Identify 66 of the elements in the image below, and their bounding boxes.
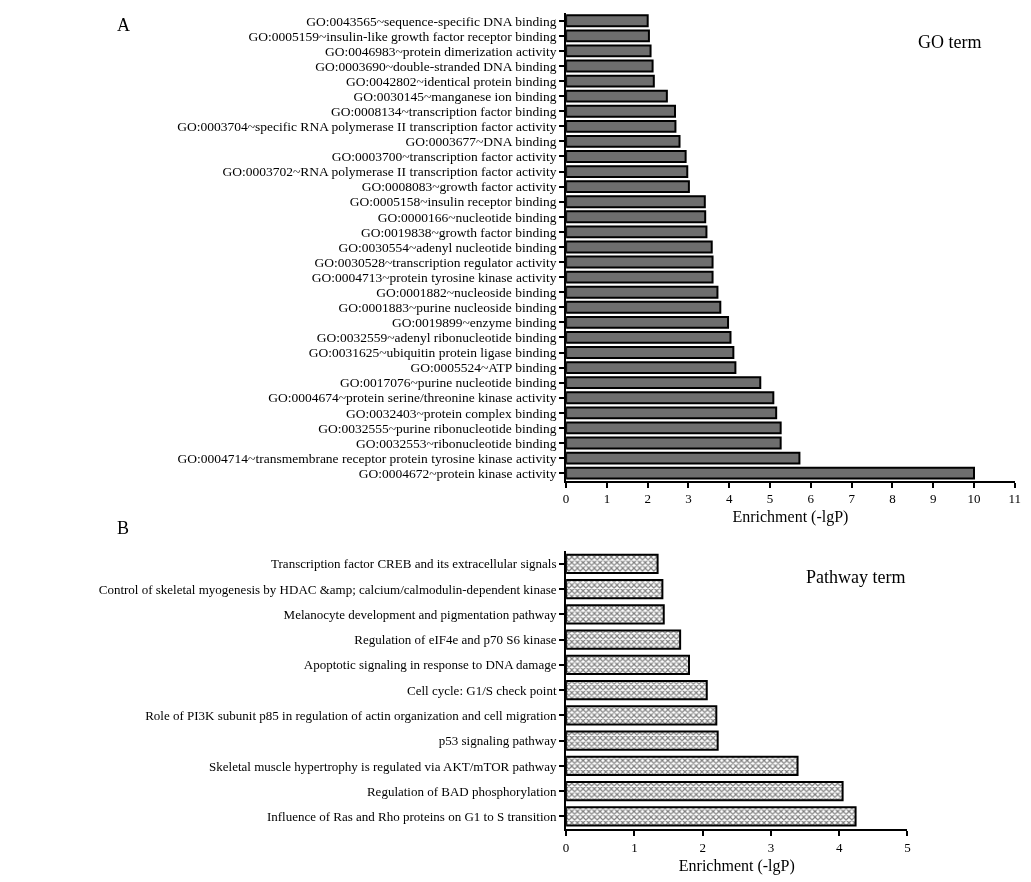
y-tick-label: GO:0003677~DNA binding xyxy=(405,134,557,150)
y-tick-label: GO:0000166~nucleotide binding xyxy=(377,209,557,225)
y-tick-label: Transcription factor CREB and its extracellular signals xyxy=(271,556,557,572)
y-tick-label: GO:0003702~RNA polymerase II transcription factor activity xyxy=(222,164,557,180)
y-tick-label: GO:0030554~adenyl nucleotide binding xyxy=(338,239,557,255)
x-tick-label: 8 xyxy=(889,491,896,507)
y-tick-label: GO:0019899~enzyme binding xyxy=(392,315,557,331)
y-tick-label: GO:0017076~purine nucleotide binding xyxy=(339,375,557,391)
y-tick-label: GO:0003700~transcription factor activity xyxy=(331,149,557,165)
y-tick-label: GO:0005524~ATP binding xyxy=(410,360,557,376)
y-tick-label: GO:0030145~manganese ion binding xyxy=(353,88,557,104)
y-tick-label: GO:0005158~insulin receptor binding xyxy=(349,194,557,210)
x-tick-label: 2 xyxy=(699,839,706,855)
x-axis-title: Enrichment (-lgP) xyxy=(678,856,795,875)
y-tick-label: GO:0032403~protein complex binding xyxy=(345,405,557,421)
y-tick-label: GO:0030528~transcription regulator activity xyxy=(314,254,557,270)
x-tick-label: 3 xyxy=(767,839,775,855)
x-axis-title: Enrichment (-lgP) xyxy=(732,508,849,527)
y-tick-label: GO:0042802~identical protein binding xyxy=(345,73,557,89)
y-tick-label: GO:0032553~ribonucleotide binding xyxy=(356,435,557,451)
y-tick-label: Apoptotic signaling in response to DNA damage xyxy=(303,657,557,673)
x-tick-label: 10 xyxy=(967,491,981,507)
y-tick-label: GO:0004672~protein kinase activity xyxy=(358,465,557,481)
text: A xyxy=(117,15,130,35)
x-tick-label: 1 xyxy=(631,839,638,855)
y-tick-label: GO:0005159~insulin-like growth factor receptor binding xyxy=(248,28,557,44)
x-tick-label: 2 xyxy=(644,491,651,507)
x-tick-label: 5 xyxy=(904,839,911,855)
y-tick-label: Skeletal muscle hypertrophy is regulated via AKT/mTOR pathway xyxy=(209,758,558,774)
y-tick-label: GO:0008134~transcription factor binding xyxy=(330,103,557,119)
y-tick-label: Cell cycle: G1/S check point xyxy=(407,682,557,698)
y-tick-label: GO:0046983~protein dimerization activity xyxy=(324,43,557,59)
x-tick-label: 4 xyxy=(835,839,843,855)
x-tick-label: 6 xyxy=(807,491,815,507)
y-tick-label: GO:0043565~sequence-specific DNA binding xyxy=(306,13,557,29)
y-tick-label: Role of PI3K subunit p85 in regulation of actin organization and cell migration xyxy=(145,707,558,723)
annotation: GO term xyxy=(918,32,982,52)
y-tick-label: Control of skeletal myogenesis by HDAC &amp; calcium/calmodulin-dependent kinase xyxy=(98,581,557,597)
text: B xyxy=(117,518,130,538)
y-tick-label: GO:0008083~growth factor activity xyxy=(361,179,557,195)
y-tick-label: GO:0004674~protein serine/threonine kinase activity xyxy=(268,390,557,406)
x-tick-label: 11 xyxy=(1008,491,1022,507)
y-tick-label: GO:0003690~double-stranded DNA binding xyxy=(315,58,557,74)
x-tick-label: 0 xyxy=(562,491,570,507)
y-tick-label: GO:0019838~growth factor binding xyxy=(360,224,557,240)
x-tick-label: 7 xyxy=(848,491,856,507)
y-tick-label: GO:0032559~adenyl ribonucleotide binding xyxy=(316,330,557,346)
x-tick-label: 1 xyxy=(603,491,611,507)
y-tick-label: p53 signaling pathway xyxy=(438,733,558,749)
annotation: Pathway term xyxy=(806,567,906,587)
x-tick-label: 0 xyxy=(562,839,570,855)
y-tick-label: GO:0032555~purine ribonucleotide binding xyxy=(318,420,557,436)
y-tick-label: GO:0031625~ubiquitin protein ligase binding xyxy=(308,345,557,361)
y-tick-label: Melanocyte development and pigmentation pathway xyxy=(283,606,558,622)
x-tick-label: 4 xyxy=(726,491,734,507)
x-tick-label: 5 xyxy=(766,491,774,507)
x-tick-label: 3 xyxy=(685,491,692,507)
y-tick-label: Regulation of eIF4e and p70 S6 kinase xyxy=(354,632,557,648)
x-tick-label: 9 xyxy=(929,491,937,507)
y-tick-label: GO:0004713~protein tyrosine kinase activity xyxy=(311,269,557,285)
y-tick-label: GO:0003704~specific RNA polymerase II transcription factor activity xyxy=(177,119,557,135)
y-tick-label: Regulation of BAD phosphorylation xyxy=(366,783,558,799)
y-tick-label: Influence of Ras and Rho proteins on G1 to S transition xyxy=(266,809,558,824)
y-tick-label: GO:0001883~purine nucleoside binding xyxy=(338,300,557,316)
y-tick-label: GO:0004714~transmembrane receptor protein tyrosine kinase activity xyxy=(177,450,557,466)
y-tick-label: GO:0001882~nucleoside binding xyxy=(376,284,557,300)
